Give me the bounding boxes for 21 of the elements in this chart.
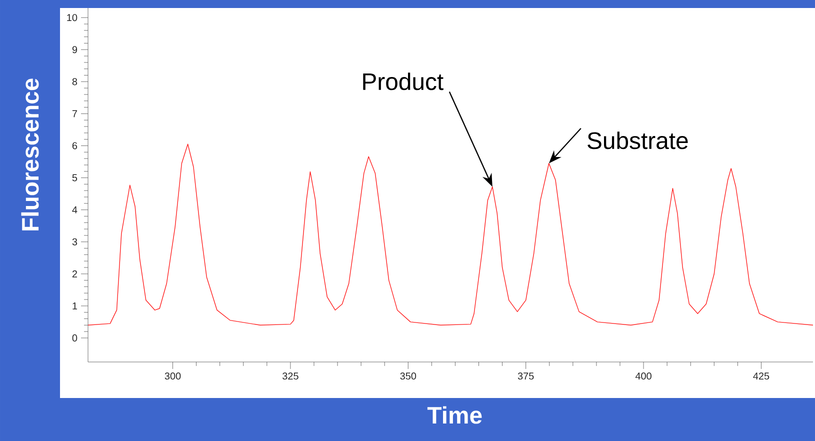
y-tick-label: 3 — [72, 238, 78, 246]
x-tick-label: 375 — [518, 372, 534, 380]
x-tick-label: 300 — [164, 372, 181, 380]
y-axis-title: Fluorescence — [21, 78, 39, 230]
y-tick-label: 9 — [72, 46, 78, 54]
annotation: Product — [363, 72, 444, 90]
y-tick-label: 10 — [67, 14, 78, 22]
y-tick-label: 1 — [72, 302, 78, 310]
x-tick-label: 325 — [282, 372, 298, 380]
y-tick-label: 6 — [72, 142, 78, 150]
y-tick-label: 8 — [72, 78, 78, 86]
x-tick-label: 400 — [635, 372, 652, 380]
x-tick-label: 425 — [753, 372, 770, 380]
annotation: Substrate — [588, 132, 688, 150]
y-tick-label: 5 — [72, 174, 78, 182]
y-tick-label: 2 — [72, 270, 77, 278]
y-tick-label: 0 — [72, 334, 78, 342]
x-tick-label: 350 — [400, 372, 416, 380]
y-tick-label: 4 — [72, 206, 78, 214]
y-tick-label: 7 — [72, 110, 77, 118]
x-axis-title: Time — [427, 406, 482, 424]
